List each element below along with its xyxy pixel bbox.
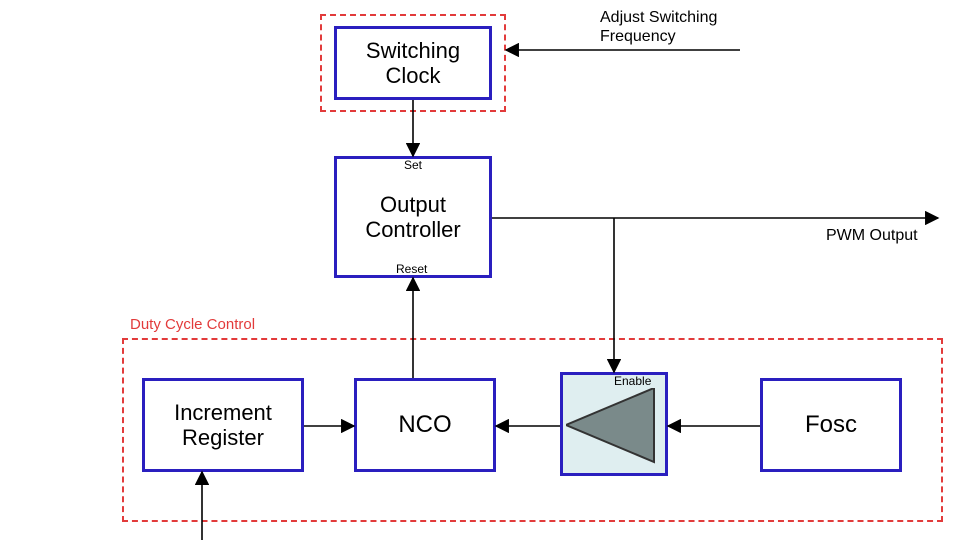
group-label-duty_group: Duty Cycle Control <box>130 316 255 333</box>
node-label-fosc: Fosc <box>805 411 857 439</box>
node-label-oc: Output Controller <box>365 192 460 243</box>
node-inc: Increment Register <box>142 378 304 472</box>
node-fosc: Fosc <box>760 378 902 472</box>
node-label-nco: NCO <box>398 411 451 439</box>
node-oc: Output Controller <box>334 156 492 278</box>
port-label-enable: Enable <box>614 374 651 388</box>
floating-label-0: Adjust Switching Frequency <box>600 8 717 46</box>
node-label-inc: Increment Register <box>174 400 272 451</box>
gate-triangle-icon <box>566 388 662 468</box>
node-label-clk: Switching Clock <box>366 38 460 89</box>
floating-label-1: PWM Output <box>826 226 918 245</box>
diagram-canvas: Duty Cycle Control Switching Clock Output … <box>0 0 960 540</box>
port-label-reset: Reset <box>396 262 427 276</box>
node-nco: NCO <box>354 378 496 472</box>
node-clk: Switching Clock <box>334 26 492 100</box>
port-label-set: Set <box>404 158 422 172</box>
